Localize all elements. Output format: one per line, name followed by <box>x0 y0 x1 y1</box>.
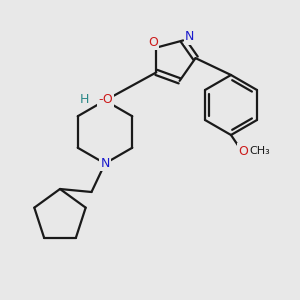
Text: CH₃: CH₃ <box>250 146 271 156</box>
Text: N: N <box>100 157 110 170</box>
Text: O: O <box>239 145 248 158</box>
Text: -O: -O <box>98 92 113 106</box>
Text: N: N <box>185 30 194 43</box>
Text: O: O <box>148 36 158 49</box>
Text: H: H <box>80 92 89 106</box>
